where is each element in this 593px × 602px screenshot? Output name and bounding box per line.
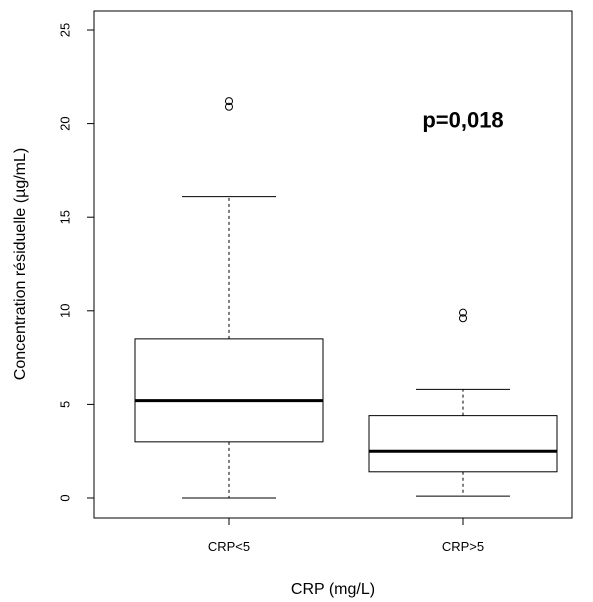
- y-tick-label: 15: [57, 210, 72, 224]
- x-tick-label: CRP>5: [442, 539, 484, 554]
- y-axis: 0 5 10 15 20 25: [57, 23, 94, 502]
- plot-frame: [93, 10, 573, 519]
- boxes: [134, 97, 558, 499]
- x-axis: CRP<5 CRP>5: [208, 518, 484, 554]
- outlier-point: [225, 97, 233, 106]
- y-tick-label: 25: [57, 23, 72, 37]
- outlier-point: [459, 314, 467, 323]
- y-tick-label: 5: [57, 401, 72, 408]
- box-group: [368, 308, 558, 497]
- p-value-annotation: p=0,018: [422, 107, 503, 132]
- box-iqr: [368, 415, 558, 473]
- y-axis-title: Concentration résiduelle (µg/mL): [12, 148, 29, 380]
- annotations: p=0,018: [422, 107, 503, 132]
- outlier-point: [459, 308, 467, 317]
- y-tick-label: 20: [57, 116, 72, 130]
- x-axis-title: CRP (mg/L): [291, 581, 375, 598]
- x-tick-label: CRP<5: [208, 539, 250, 554]
- box-group: [134, 97, 324, 499]
- y-tick-label: 0: [57, 494, 72, 501]
- box-iqr: [134, 338, 324, 443]
- outlier-point: [225, 102, 233, 111]
- y-tick-label: 10: [57, 304, 72, 318]
